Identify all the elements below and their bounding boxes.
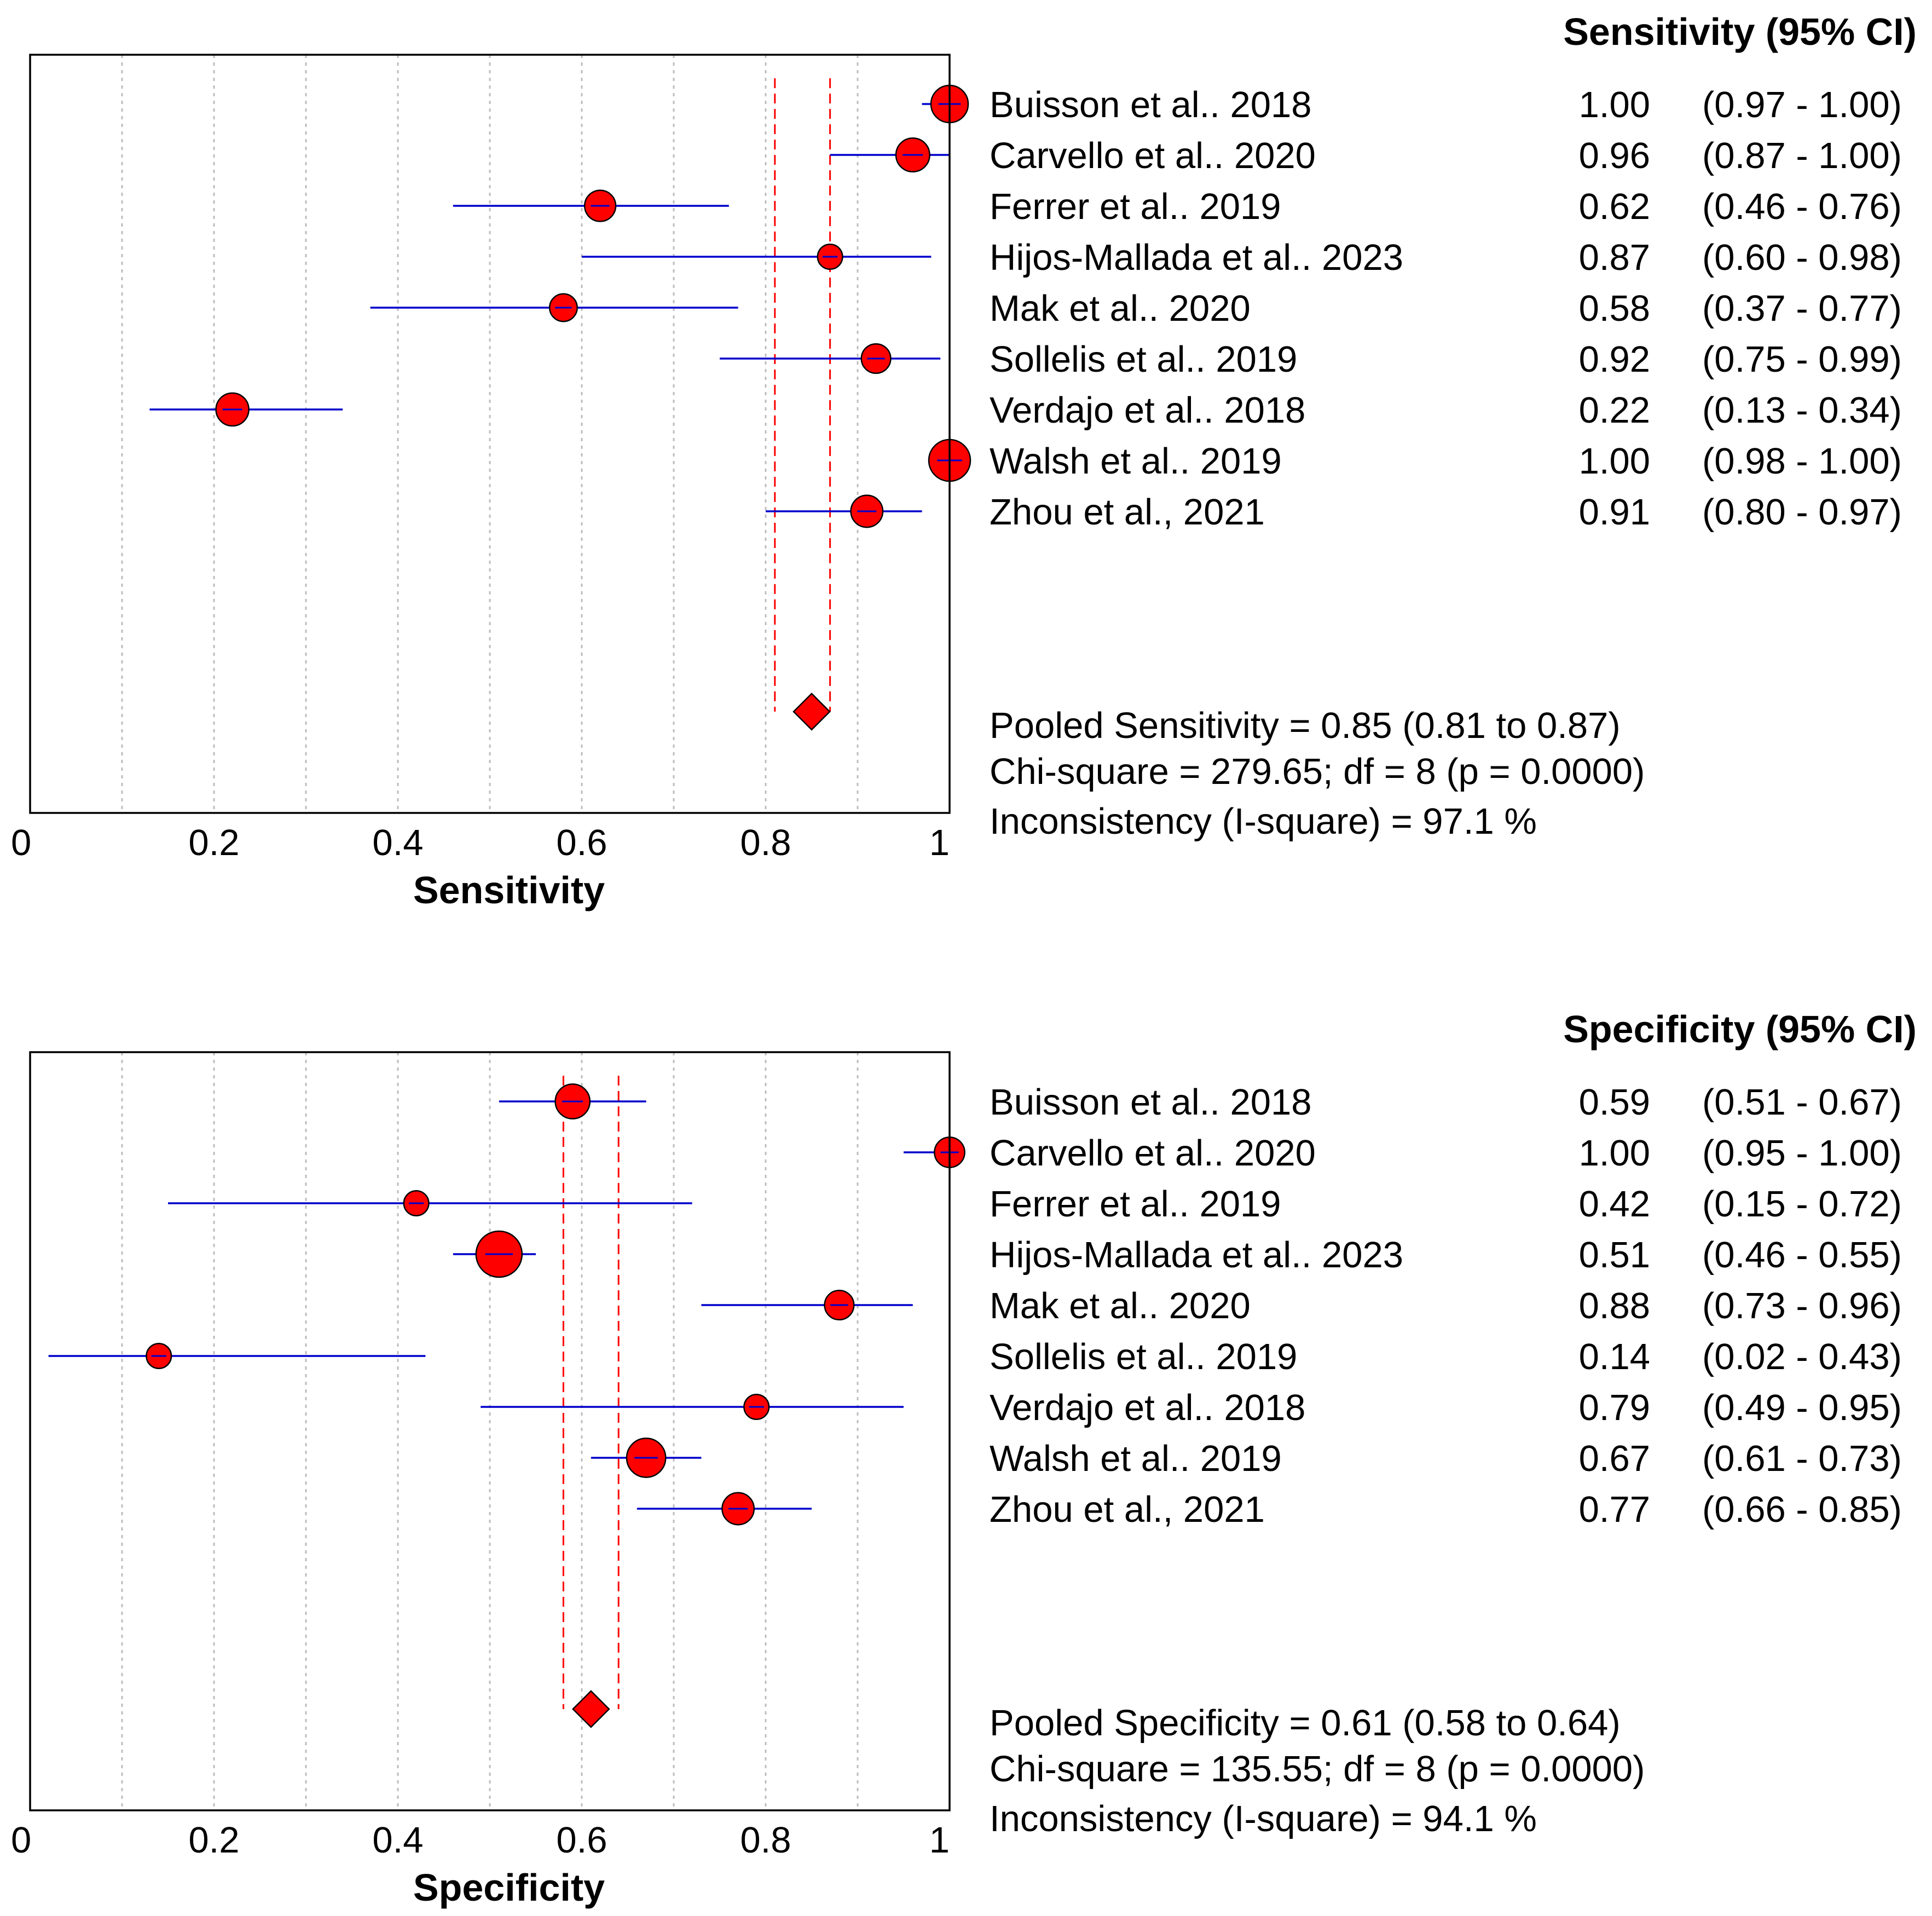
- study-value: 0.92: [1579, 339, 1650, 380]
- study-ci: (0.80 - 0.97): [1702, 492, 1902, 533]
- study-ci: (0.46 - 0.76): [1702, 186, 1902, 227]
- study-value: 0.67: [1579, 1438, 1650, 1479]
- study-label: Mak et al.. 2020: [990, 1285, 1251, 1326]
- study-value: 0.62: [1579, 186, 1650, 227]
- study-label: Buisson et al.. 2018: [990, 1082, 1312, 1123]
- tick-label: 0.8: [740, 822, 791, 863]
- study-ci: (0.75 - 0.99): [1702, 339, 1902, 380]
- study-ci: (0.37 - 0.77): [1702, 288, 1902, 329]
- study-ci: (0.98 - 1.00): [1702, 441, 1902, 482]
- tick-label: 1: [929, 1820, 950, 1861]
- study-ci: (0.73 - 0.96): [1702, 1285, 1902, 1326]
- summary-line: Pooled Specificity = 0.61 (0.58 to 0.64): [990, 1703, 1621, 1744]
- plot-frame: [29, 54, 951, 814]
- tick-label: 0.4: [372, 1820, 423, 1861]
- sensitivity-panel: Sensitivity (95% CI) Buisson et al.. 2018…: [11, 10, 1917, 911]
- study-value: 1.00: [1579, 84, 1650, 125]
- tick-label: 1: [929, 822, 950, 863]
- plot-frame: [29, 1051, 951, 1811]
- study-ci: (0.02 - 0.43): [1702, 1336, 1902, 1377]
- pooled-diamond: [793, 692, 831, 731]
- pooled-ci-band: [774, 78, 831, 712]
- study-label: Verdajo et al.. 2018: [990, 390, 1305, 431]
- study-label: Walsh et al.. 2019: [990, 441, 1282, 482]
- study-label: Carvello et al.. 2020: [990, 135, 1316, 176]
- tick-label: 0: [11, 822, 31, 863]
- study-ci: (0.97 - 1.00): [1702, 84, 1902, 125]
- study-ci: (0.87 - 1.00): [1702, 135, 1902, 176]
- study-label: Hijos-Mallada et al.. 2023: [990, 1234, 1403, 1276]
- sensitivity-axis-title: Sensitivity: [413, 869, 605, 911]
- study-label: Zhou et al., 2021: [990, 1489, 1265, 1530]
- study-value: 0.79: [1579, 1387, 1650, 1428]
- study-value: 0.88: [1579, 1285, 1650, 1326]
- study-value: 1.00: [1579, 1133, 1650, 1174]
- study-ci: (0.95 - 1.00): [1702, 1133, 1902, 1174]
- specificity-panel: Specificity (95% CI) Buisson et al.. 2018…: [11, 1008, 1917, 1909]
- study-value: 0.96: [1579, 135, 1650, 176]
- tick-label: 0.8: [740, 1820, 791, 1861]
- study-label: Walsh et al.. 2019: [990, 1438, 1282, 1479]
- tick-label: 0.2: [188, 822, 239, 863]
- specificity-axis-title: Specificity: [413, 1866, 605, 1909]
- pooled-ci-band: [562, 1076, 620, 1709]
- study-ci: (0.13 - 0.34): [1702, 390, 1902, 431]
- study-value: 0.77: [1579, 1489, 1650, 1530]
- summary-line: Inconsistency (I-square) = 94.1 %: [990, 1798, 1537, 1839]
- study-label: Hijos-Mallada et al.. 2023: [990, 237, 1403, 278]
- study-label: Zhou et al., 2021: [990, 492, 1265, 533]
- study-ci: (0.66 - 0.85): [1702, 1489, 1902, 1530]
- study-value: 1.00: [1579, 441, 1650, 482]
- tick-label: 0.6: [556, 1820, 607, 1861]
- study-value: 0.42: [1579, 1184, 1650, 1225]
- summary-line: Chi-square = 279.65; df = 8 (p = 0.0000): [990, 751, 1645, 792]
- study-label: Ferrer et al.. 2019: [990, 186, 1281, 227]
- study-value: 0.14: [1579, 1336, 1650, 1377]
- tick-label: 0.2: [188, 1820, 239, 1861]
- study-ci: (0.61 - 0.73): [1702, 1438, 1902, 1479]
- summary-line: Chi-square = 135.55; df = 8 (p = 0.0000): [990, 1748, 1645, 1790]
- sensitivity-column-header: Sensitivity (95% CI): [1563, 10, 1917, 53]
- study-ci: (0.60 - 0.98): [1702, 237, 1902, 278]
- study-label: Sollelis et al.. 2019: [990, 339, 1297, 380]
- study-value: 0.22: [1579, 390, 1650, 431]
- study-label: Buisson et al.. 2018: [990, 84, 1312, 125]
- study-label: Mak et al.. 2020: [990, 288, 1251, 329]
- study-label: Ferrer et al.. 2019: [990, 1184, 1281, 1225]
- tick-label: 0: [11, 1820, 31, 1861]
- study-ci: (0.49 - 0.95): [1702, 1387, 1902, 1428]
- study-ci: (0.46 - 0.55): [1702, 1234, 1902, 1276]
- study-value: 0.91: [1579, 492, 1650, 533]
- study-label: Verdajo et al.. 2018: [990, 1387, 1305, 1428]
- study-value: 0.87: [1579, 237, 1650, 278]
- study-value: 0.59: [1579, 1082, 1650, 1123]
- summary-line: Inconsistency (I-square) = 97.1 %: [990, 801, 1537, 842]
- study-value: 0.51: [1579, 1234, 1650, 1276]
- study-label: Sollelis et al.. 2019: [990, 1336, 1297, 1377]
- study-ci: (0.51 - 0.67): [1702, 1082, 1902, 1123]
- study-value: 0.58: [1579, 288, 1650, 329]
- tick-label: 0.4: [372, 822, 423, 863]
- study-label: Carvello et al.. 2020: [990, 1133, 1316, 1174]
- pooled-diamond: [572, 1690, 610, 1728]
- summary-line: Pooled Sensitivity = 0.85 (0.81 to 0.87): [990, 705, 1621, 746]
- specificity-column-header: Specificity (95% CI): [1563, 1008, 1917, 1051]
- study-ci: (0.15 - 0.72): [1702, 1184, 1902, 1225]
- tick-label: 0.6: [556, 822, 607, 863]
